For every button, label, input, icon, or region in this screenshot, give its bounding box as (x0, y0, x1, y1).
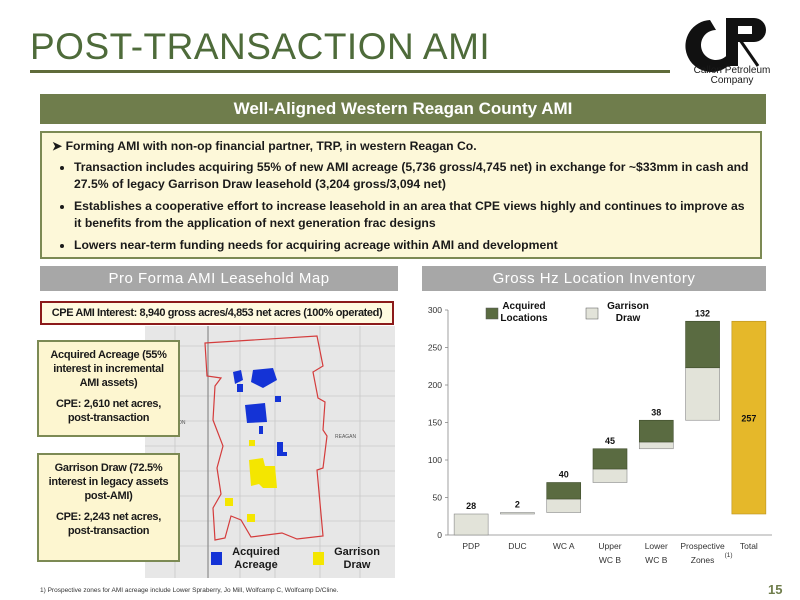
garrison-tract (225, 498, 233, 506)
garrison-legend-label: Garrison Draw (334, 546, 380, 571)
garrison-tract (249, 458, 277, 488)
data-label: 45 (605, 436, 615, 446)
summary-bullet: Transaction includes acquiring 55% of ne… (74, 159, 750, 193)
title-divider (30, 70, 670, 73)
bar-garrison-draw (638, 441, 674, 450)
garrison-draw-tracts (225, 440, 277, 522)
acquired-tract (275, 396, 281, 402)
footnote-marker: (1) (725, 552, 733, 559)
garrison-callout-detail: CPE: 2,243 net acres, post-transaction (56, 511, 161, 537)
callon-logo-mark (685, 18, 766, 72)
logo-line-1: Callon Petroleum (693, 65, 771, 76)
x-tick-label: WC B (645, 555, 668, 565)
callon-logo (685, 18, 766, 72)
x-tick-label: Upper (598, 541, 621, 551)
summary-bullet-list: Transaction includes acquiring 55% of ne… (52, 159, 750, 254)
summary-bullet: Lowers near-term funding needs for acqui… (74, 237, 750, 254)
acquired-callout-title: Acquired Acreage (55% interest in increm… (50, 349, 167, 389)
bar-acquired (546, 482, 582, 500)
summary-box: ➤ Forming AMI with non-op financial part… (40, 131, 762, 259)
legend-garrison-label: Garrison (607, 301, 649, 312)
acquired-tract (245, 403, 267, 423)
location-inventory-chart: 0 50 100 150 200 250 300 28 PDP 2 DUC 40 WC A 45 Upper… (428, 301, 772, 565)
garrison-draw-callout: Garrison Draw (72.5% interest in legacy … (37, 453, 180, 562)
y-tick-label: 300 (428, 305, 442, 315)
chart-panel-header: Gross Hz Location Inventory (422, 266, 766, 291)
data-label: 38 (651, 407, 661, 417)
garrison-tract (249, 440, 255, 446)
y-tick-label: 100 (428, 455, 442, 465)
bar-garrison-draw (546, 498, 582, 513)
bar-acquired (638, 419, 674, 443)
acquired-tract (237, 384, 243, 392)
arrow-bullet-icon: ➤ (52, 139, 66, 153)
acquired-legend-label: Acquired Acreage (232, 546, 280, 571)
data-label: 28 (466, 501, 476, 511)
acquired-legend-swatch (211, 552, 222, 565)
x-tick-label: WC A (553, 541, 575, 551)
map-panel-header: Pro Forma AMI Leasehold Map (40, 266, 398, 291)
leasehold-map: ON REAGAN (145, 326, 395, 578)
garrison-tract (247, 514, 255, 522)
footnote: 1) Prospective zones for AMI acreage inc… (40, 587, 339, 594)
bar-garrison-draw (500, 512, 535, 515)
bar-acquired (685, 320, 720, 369)
legend-garrison-label: Draw (616, 313, 641, 324)
bar-garrison-draw (453, 513, 489, 536)
acquired-tract (277, 442, 287, 456)
x-tick-label: PDP (462, 541, 480, 551)
acquired-acreage-callout: Acquired Acreage (55% interest in increm… (37, 340, 180, 437)
page-number: 15 (768, 582, 783, 597)
summary-lead: ➤ Forming AMI with non-op financial part… (52, 139, 750, 153)
map-grid (145, 326, 395, 578)
acquired-acreage-tracts (233, 368, 287, 456)
cpe-ami-interest: CPE AMI Interest: 8,940 gross acres/4,85… (40, 301, 394, 325)
x-tick-label: Zones (691, 555, 715, 565)
logo-wordmark: Callon Petroleum Company (680, 66, 784, 86)
data-label: 132 (695, 308, 710, 318)
legend-acquired-label: Locations (500, 313, 548, 324)
bar-garrison-draw (685, 367, 720, 421)
legend-acquired-label: Acquired (502, 301, 545, 312)
x-tick-label: DUC (508, 541, 526, 551)
data-label-total: 257 (741, 414, 756, 424)
x-tick-label: Lower (645, 541, 668, 551)
acquired-tract (233, 370, 243, 384)
bar-acquired (592, 448, 628, 470)
y-tick-label: 200 (428, 380, 442, 390)
legend-acquired-swatch (485, 307, 499, 320)
y-tick-label: 0 (437, 530, 442, 540)
summary-lead-text: Forming AMI with non-op financial partne… (65, 139, 477, 153)
data-label: 40 (559, 470, 569, 480)
acquired-tract (259, 426, 263, 434)
garrison-callout-title: Garrison Draw (72.5% interest in legacy … (48, 462, 169, 502)
county-label-left: ON (178, 420, 186, 426)
bar-garrison-draw (592, 468, 628, 483)
x-tick-label: Total (740, 541, 758, 551)
acquired-tract (251, 368, 277, 388)
garrison-legend-swatch (313, 552, 324, 565)
ami-boundary (204, 335, 328, 541)
county-label-reagan: REAGAN (335, 434, 357, 440)
section-banner: Well-Aligned Western Reagan County AMI (40, 94, 766, 124)
summary-bullet: Establishes a cooperative effort to incr… (74, 198, 750, 232)
acquired-callout-detail: CPE: 2,610 net acres, post-transaction (56, 398, 161, 424)
y-tick-label: 250 (428, 343, 442, 353)
bar-total (731, 320, 767, 515)
data-label: 2 (515, 500, 520, 510)
y-tick-label: 50 (433, 493, 443, 503)
legend-garrison-swatch (585, 307, 599, 320)
x-tick-label: Prospective (680, 541, 725, 551)
page-title: POST-TRANSACTION AMI (30, 26, 491, 67)
y-tick-label: 150 (428, 418, 442, 428)
x-tick-label: WC B (599, 555, 622, 565)
logo-line-2: Company (710, 75, 754, 86)
